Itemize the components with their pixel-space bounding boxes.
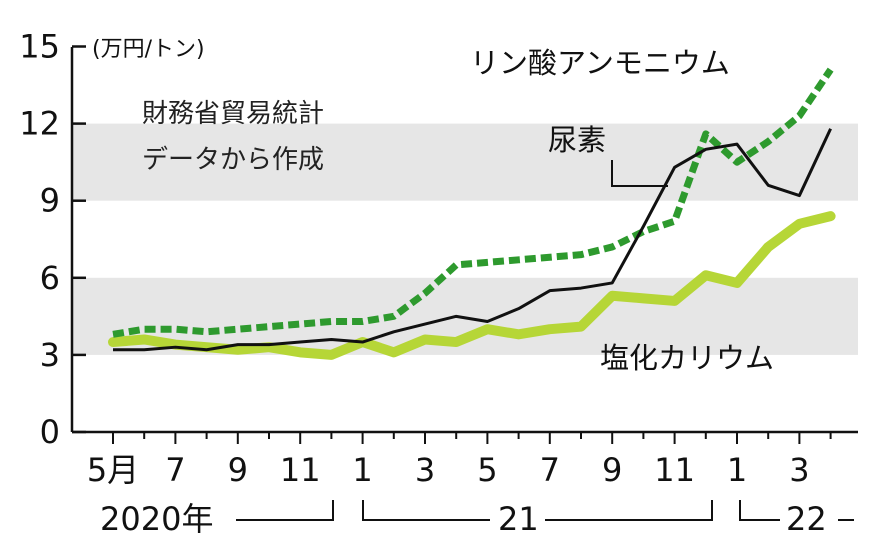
y-tick-label-9: 9 xyxy=(40,182,60,220)
source-note-line-1: 財務省貿易統計 xyxy=(142,99,324,129)
y-tick-label-12: 12 xyxy=(19,105,60,143)
unit-label: (万円/トン) xyxy=(92,37,205,62)
series-layer xyxy=(108,67,836,360)
x-tick-label-2: 9 xyxy=(228,451,248,489)
label-ammonium-phosphate: リン酸アンモニウム xyxy=(470,46,730,80)
x-tick-label-4: 1 xyxy=(352,451,372,489)
x-tick-label-0: 5月 xyxy=(87,451,139,489)
y-tick-label-6: 6 xyxy=(40,259,60,297)
x-tick-label-3: 11 xyxy=(280,451,321,489)
x-tick-label-7: 7 xyxy=(540,451,560,489)
bracket-2022 xyxy=(739,500,854,521)
series-line-1 xyxy=(113,128,832,352)
y-tick-label-0: 0 xyxy=(40,413,60,451)
series-line-2 xyxy=(108,211,836,360)
label-potassium-chloride: 塩化カリウム xyxy=(600,341,774,375)
y-tick-label-15: 15 xyxy=(19,28,60,66)
x-tick-label-11: 3 xyxy=(789,451,809,489)
bracket-2021 xyxy=(362,500,713,521)
series-line-0 xyxy=(112,67,834,338)
year-label-2021: 21 xyxy=(498,500,539,538)
bracket-2020 xyxy=(236,500,334,521)
x-tick-label-9: 11 xyxy=(654,451,695,489)
x-tick-label-5: 3 xyxy=(415,451,435,489)
x-ticks: 5月 7 9 11 1 3 5 7 9 11 1 3 xyxy=(87,432,832,489)
source-note-line-2: データから作成 xyxy=(142,145,324,175)
x-tick-label-1: 7 xyxy=(165,451,185,489)
label-urea: 尿素 xyxy=(548,123,606,157)
axes xyxy=(70,47,858,434)
x-tick-label-6: 5 xyxy=(477,451,497,489)
y-tick-label-3: 3 xyxy=(40,336,60,374)
shaded-band-1 xyxy=(72,123,858,201)
y-ticks: 0 3 6 9 12 15 xyxy=(19,28,86,451)
urea-leader-line xyxy=(611,160,668,187)
year-label-2022: 22 xyxy=(786,500,827,538)
year-label-2020: 2020年 xyxy=(100,500,213,538)
year-brackets: 2020年 21 22 xyxy=(100,500,854,538)
x-tick-label-10: 1 xyxy=(727,451,747,489)
x-tick-label-8: 9 xyxy=(602,451,622,489)
